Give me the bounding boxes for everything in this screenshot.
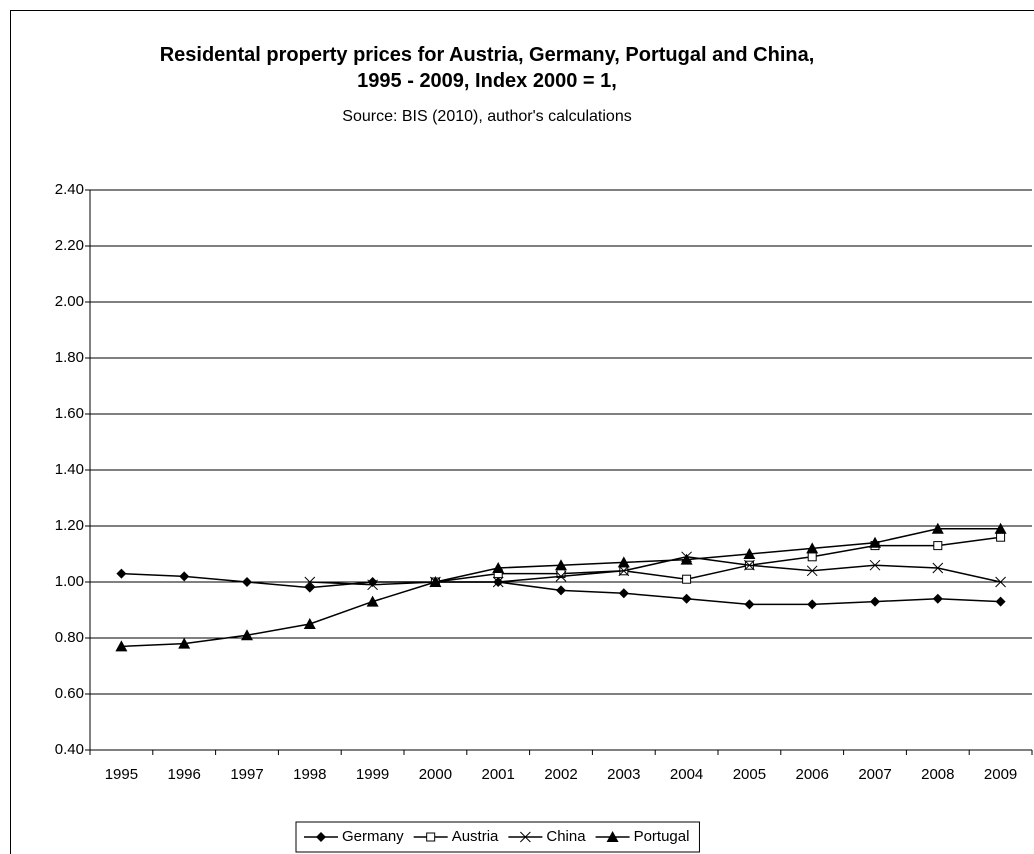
x-tick-label: 2006 [796, 766, 829, 783]
marker [367, 579, 378, 591]
x-tick-label: 1998 [293, 766, 326, 783]
y-tick-label: 1.00 [55, 573, 84, 590]
y-tick-label: 1.40 [55, 461, 84, 478]
marker [807, 599, 818, 610]
marker [556, 585, 566, 596]
x-tick-label: 2004 [670, 766, 703, 783]
y-tick-label: 2.40 [55, 181, 84, 198]
legend: Germany Austria China Portugal [295, 821, 700, 853]
marker [242, 577, 252, 587]
marker [994, 522, 1007, 534]
x-tick-label: 2002 [544, 766, 577, 783]
marker [933, 541, 943, 551]
marker [178, 637, 191, 649]
marker [806, 565, 818, 577]
marker [743, 548, 756, 559]
chart-title: Residental property prices for Austria, … [159, 44, 815, 92]
marker [492, 576, 504, 588]
y-tick-label: 1.60 [55, 405, 84, 422]
chart-subtitle: Source: BIS (2010), author's calculation… [342, 108, 632, 125]
y-tick-label: 0.40 [55, 741, 84, 758]
marker [316, 832, 326, 842]
marker [115, 640, 128, 652]
marker [680, 553, 693, 565]
chart-frame [10, 10, 1034, 854]
legend-label: Germany [342, 828, 404, 845]
marker [426, 832, 436, 842]
marker [429, 576, 442, 587]
marker [606, 831, 619, 842]
marker [555, 571, 567, 582]
marker [995, 576, 1006, 588]
marker [744, 599, 755, 610]
legend-box [295, 821, 700, 853]
x-tick-label: 2007 [858, 766, 891, 783]
marker [304, 582, 315, 593]
marker [682, 574, 692, 584]
marker [869, 559, 881, 571]
marker [304, 576, 316, 588]
series-line [435, 536, 1001, 583]
marker [555, 559, 567, 571]
marker [617, 556, 630, 568]
marker [932, 593, 943, 604]
y-tick-label: 0.80 [55, 629, 84, 646]
x-tick-label: 2003 [607, 766, 640, 783]
marker [995, 596, 1006, 607]
series-line [309, 556, 1001, 586]
marker [996, 532, 1006, 542]
marker [744, 559, 755, 571]
legend-label: China [546, 828, 586, 845]
x-tick-label: 2005 [733, 766, 766, 783]
marker [520, 831, 531, 843]
marker [869, 536, 881, 548]
x-tick-label: 1996 [168, 766, 201, 783]
marker [179, 571, 190, 582]
x-tick-label: 2000 [419, 766, 452, 783]
marker [807, 552, 817, 562]
marker [932, 562, 944, 574]
y-tick-label: 0.60 [55, 685, 84, 702]
marker [618, 565, 630, 577]
marker [303, 618, 316, 629]
marker [681, 593, 692, 604]
marker [931, 522, 944, 534]
x-tick-label: 2008 [921, 766, 954, 783]
marker [116, 568, 127, 579]
y-tick-label: 2.20 [55, 237, 84, 254]
x-tick-label: 2001 [482, 766, 515, 783]
marker [618, 588, 629, 599]
y-tick-label: 1.80 [55, 349, 84, 366]
marker [806, 542, 819, 554]
x-tick-label: 1995 [105, 766, 138, 783]
marker [366, 595, 379, 607]
legend-label: Portugal [634, 828, 690, 845]
marker [241, 629, 253, 641]
y-tick-label: 1.20 [55, 517, 84, 534]
x-tick-label: 2009 [984, 766, 1017, 783]
legend-label: Austria [452, 828, 499, 845]
y-tick-label: 2.00 [55, 293, 84, 310]
marker [492, 562, 505, 573]
x-tick-label: 1999 [356, 766, 389, 783]
x-tick-label: 1997 [230, 766, 263, 783]
marker [870, 596, 880, 607]
